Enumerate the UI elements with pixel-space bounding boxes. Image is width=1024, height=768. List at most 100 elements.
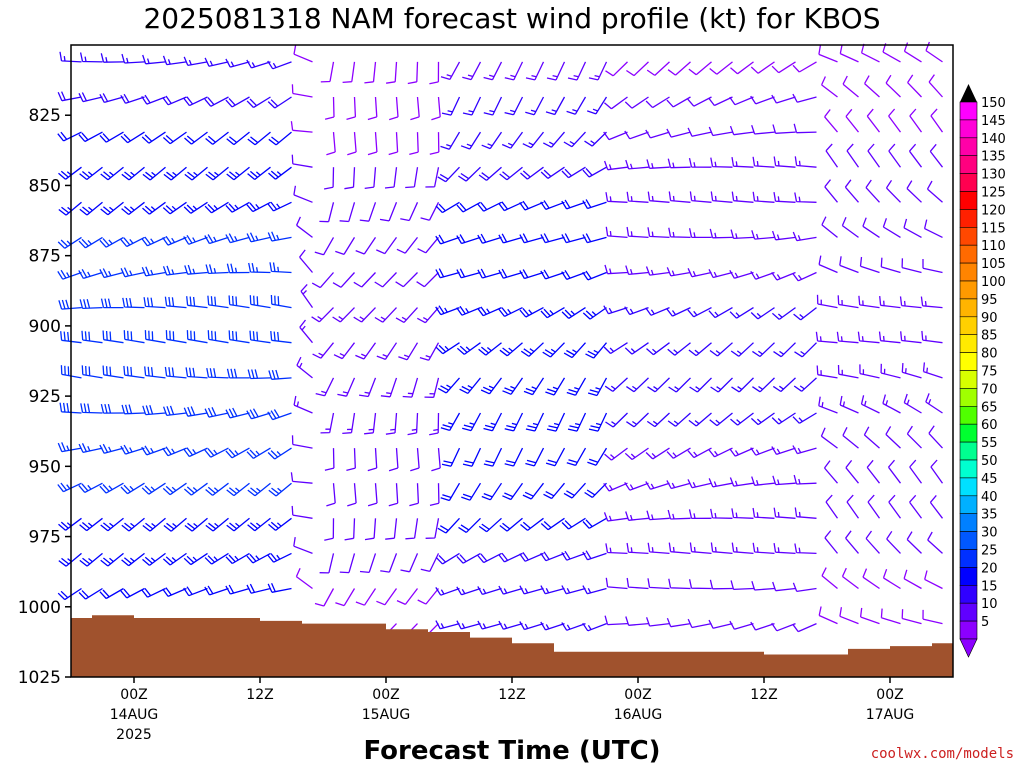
wind-barb xyxy=(687,447,712,459)
wind-barb xyxy=(903,393,922,414)
wind-barb xyxy=(120,131,145,144)
wind-barb xyxy=(293,395,313,414)
wind-barb xyxy=(708,619,733,629)
wind-barb xyxy=(342,61,356,84)
wind-barb xyxy=(225,552,250,565)
wind-barb xyxy=(821,76,838,98)
wind-barb xyxy=(226,482,250,497)
wind-barb xyxy=(792,271,817,282)
wind-barb xyxy=(162,405,187,417)
wind-barb xyxy=(162,265,187,276)
wind-barb xyxy=(708,269,733,279)
wind-barb xyxy=(752,542,775,555)
colorbar-label: 75 xyxy=(981,365,998,380)
colorbar-cell xyxy=(959,352,978,371)
wind-barb xyxy=(344,518,356,541)
wind-barb xyxy=(183,552,208,566)
wind-barb xyxy=(886,530,901,554)
wind-barb xyxy=(687,307,712,318)
wind-barb xyxy=(645,96,670,109)
wind-barb xyxy=(353,307,376,323)
wind-barb xyxy=(824,179,839,203)
wind-barb xyxy=(842,427,859,449)
wind-barb xyxy=(246,96,271,109)
wind-barb xyxy=(326,132,336,156)
wind-barb xyxy=(456,234,481,245)
wind-barb xyxy=(311,307,334,323)
wind-barb xyxy=(477,268,502,279)
wind-barb xyxy=(268,517,292,531)
colorbar-cell xyxy=(959,513,978,532)
wind-barb xyxy=(142,54,166,65)
y-axis: 825 850 875 900 925 950 975 1000 1025 xyxy=(18,106,71,688)
colorbar-label: 15 xyxy=(981,579,998,594)
wind-barb xyxy=(374,272,397,288)
wind-barb xyxy=(666,480,691,490)
wind-barb xyxy=(708,478,733,488)
wind-barb xyxy=(483,447,503,467)
wind-barb xyxy=(355,588,377,606)
wind-barb xyxy=(324,96,335,120)
wind-barb xyxy=(122,297,145,309)
wind-barb xyxy=(626,226,649,239)
colorbar-bottom-arrow xyxy=(959,638,978,658)
wind-barb xyxy=(204,96,229,107)
x-axis: 00Z 14AUG 2025 12Z 00Z 15AUG 12Z 00Z 16AUG 12Z 00Z… xyxy=(110,677,914,743)
colorbar-label: 140 xyxy=(981,132,1006,147)
wind-barb xyxy=(920,296,943,309)
wind-barb xyxy=(346,96,357,121)
wind-barb xyxy=(100,53,124,63)
wind-barb xyxy=(314,237,335,256)
wind-barb xyxy=(407,61,419,85)
wind-barb xyxy=(666,307,691,317)
wind-barb xyxy=(771,230,796,241)
wind-barb xyxy=(887,459,902,484)
wind-barb xyxy=(729,125,754,136)
wind-barb xyxy=(502,482,524,501)
wind-barb xyxy=(751,124,775,135)
wind-barb xyxy=(183,482,208,496)
wind-barb xyxy=(866,108,881,133)
wind-barb xyxy=(388,448,399,472)
wind-barb xyxy=(605,192,628,203)
wind-barb xyxy=(645,129,670,139)
wind-barb xyxy=(456,552,481,564)
wind-barb xyxy=(687,127,712,137)
colorbar-cell xyxy=(959,119,978,139)
wind-barb xyxy=(268,131,292,146)
wind-barb xyxy=(605,226,628,239)
wind-barb xyxy=(102,365,124,379)
wind-barb xyxy=(923,219,943,238)
colorbar-cell xyxy=(959,280,978,300)
wind-barb xyxy=(839,395,859,414)
wind-barb xyxy=(729,307,754,319)
wind-barb xyxy=(248,262,271,274)
wind-barb xyxy=(604,377,628,392)
colorbar-label: 45 xyxy=(981,472,998,487)
wind-barb xyxy=(100,517,124,532)
wind-barb xyxy=(225,407,250,419)
wind-barb xyxy=(885,74,901,98)
wind-barb xyxy=(204,234,229,245)
wind-barb xyxy=(605,61,628,77)
wind-barb xyxy=(794,543,817,555)
wind-barb xyxy=(359,553,377,574)
wind-barb xyxy=(300,283,314,308)
wind-barb xyxy=(605,543,628,555)
wind-barb xyxy=(332,307,355,323)
colorbar-label: 105 xyxy=(981,257,1006,272)
colorbar-label: 65 xyxy=(981,400,998,415)
wind-barb xyxy=(519,200,544,211)
wind-barb xyxy=(481,482,503,501)
wind-barb xyxy=(141,587,166,598)
wind-barb xyxy=(499,166,523,181)
x-tick-label: 12Z xyxy=(498,687,525,703)
wind-barb xyxy=(624,306,649,316)
wind-barb xyxy=(771,307,796,320)
wind-barb xyxy=(480,377,503,395)
wind-barb xyxy=(462,447,482,467)
wind-barb xyxy=(267,231,292,242)
wind-barb xyxy=(164,296,187,309)
wind-barb xyxy=(909,494,923,519)
wind-barb xyxy=(731,156,754,168)
